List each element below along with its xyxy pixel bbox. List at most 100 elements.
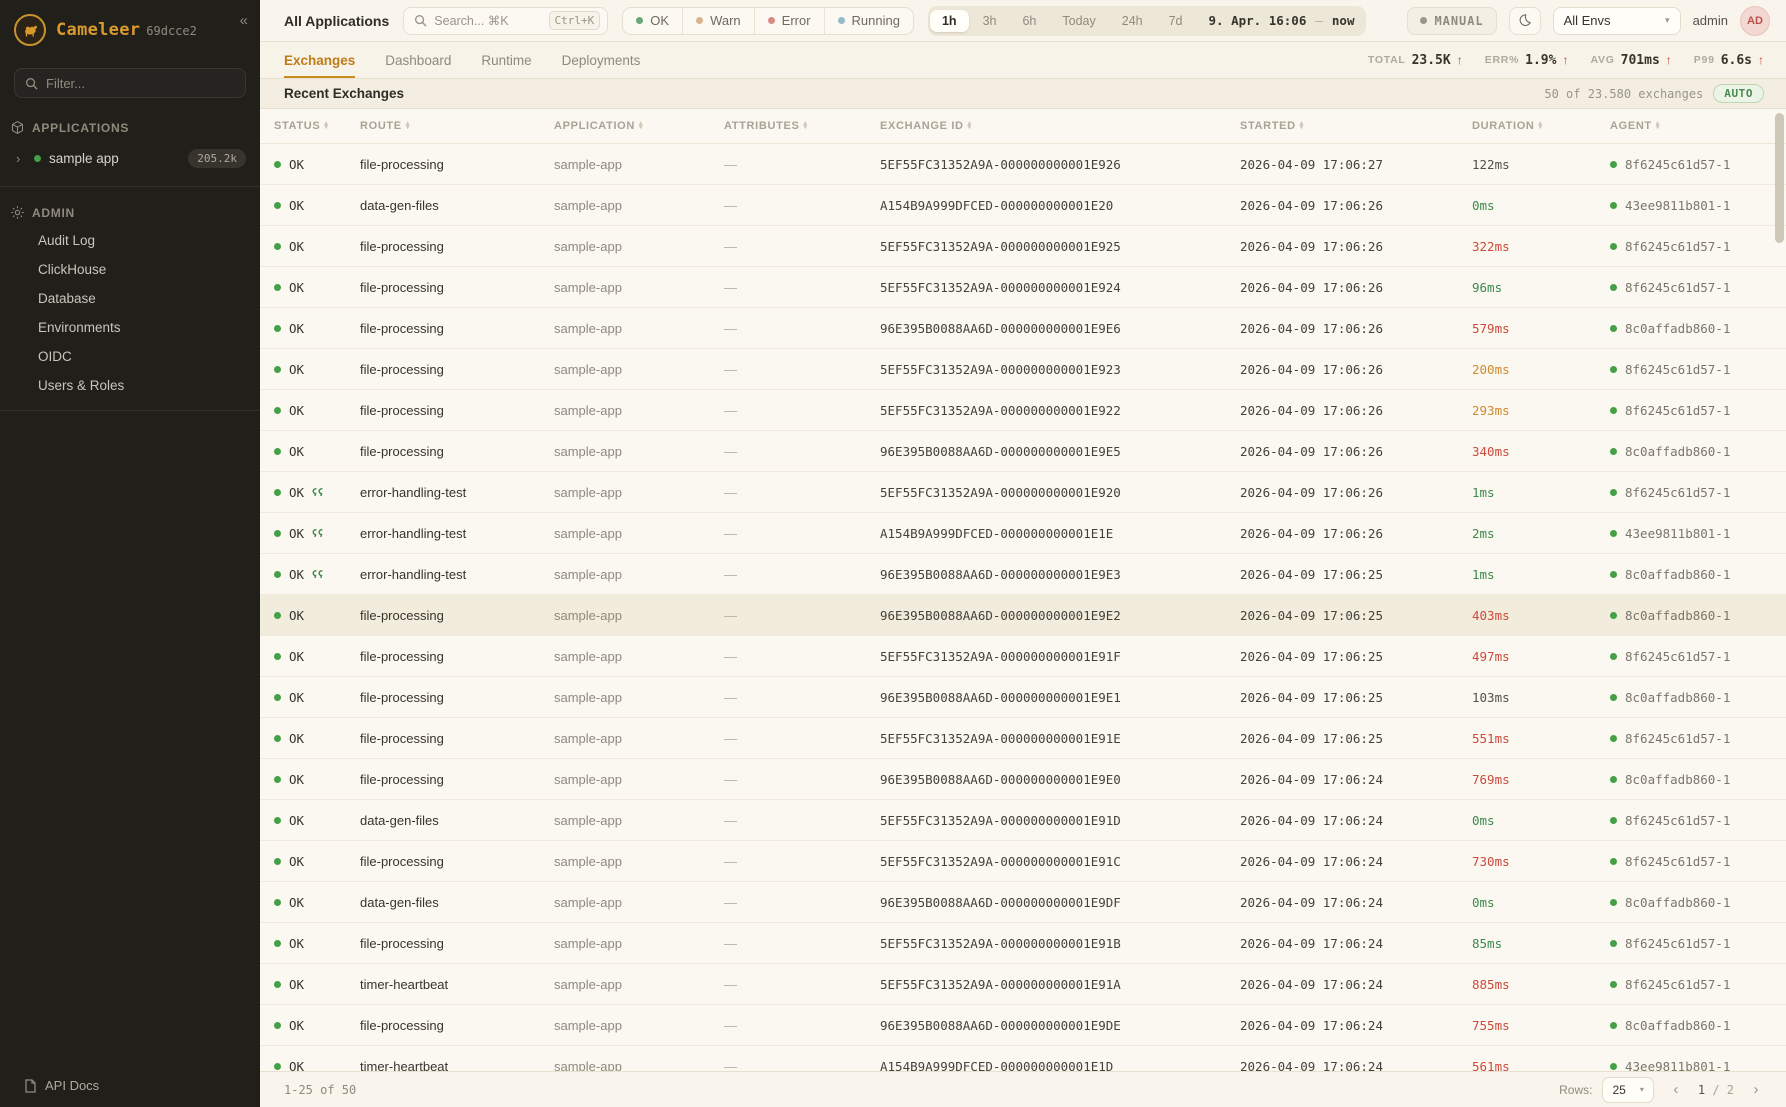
sidebar-item-sample-app[interactable]: › sample app 205.2k	[0, 141, 260, 176]
table-row[interactable]: OK file-processing sample-app — 5EF55FC31352…	[260, 390, 1786, 431]
agent-cell: 8c0affadb860-1	[1610, 567, 1762, 582]
tab-exchanges[interactable]: Exchanges	[284, 42, 356, 78]
table-row[interactable]: OK data-gen-files sample-app — A154B9A999DFC…	[260, 185, 1786, 226]
time-range-group: 1h 3h 6h Today 24h 7d 9. Apr. 16:06 — now	[927, 5, 1367, 36]
attributes-cell: —	[724, 976, 737, 992]
search-box[interactable]: Ctrl+K	[403, 6, 609, 35]
table-row[interactable]: OK timer-heartbeat sample-app — 5EF55FC31352…	[260, 964, 1786, 1005]
column-header-status[interactable]: STATUS ▴ ▾	[274, 120, 360, 132]
column-header-duration[interactable]: DURATION ▴ ▾	[1472, 120, 1610, 132]
attributes-cell: —	[724, 238, 737, 254]
theme-toggle-button[interactable]	[1508, 6, 1541, 35]
attributes-cell: —	[724, 730, 737, 746]
table-row[interactable]: OK timer-heartbeat sample-app — A154B9A999DF…	[260, 1046, 1786, 1071]
agent-status-dot-icon	[1610, 693, 1617, 701]
sidebar-section-label-admin: ADMIN	[0, 187, 260, 226]
started-cell: 2026-04-09 17:06:26	[1240, 279, 1383, 295]
time-range-24h[interactable]: 24h	[1121, 13, 1143, 28]
sidebar-nav: APPLICATIONS › sample app 205.2k ADMIN Audit …	[0, 102, 260, 411]
column-header-started[interactable]: STARTED ▴ ▾	[1240, 120, 1472, 132]
status-filter-ok[interactable]: OK	[623, 7, 684, 34]
column-header-route[interactable]: ROUTE ▴ ▾	[360, 120, 554, 132]
manual-mode-button[interactable]: MANUAL	[1407, 6, 1497, 35]
sort-icon: ▴ ▾	[1299, 120, 1304, 131]
status-cell: OK	[274, 731, 360, 746]
column-header-agent[interactable]: AGENT ▴ ▾	[1610, 120, 1762, 132]
agent-id: 8f6245c61d57-1	[1625, 238, 1731, 254]
api-docs-link[interactable]: API Docs	[0, 1064, 260, 1107]
next-page-button[interactable]: ›	[1753, 1081, 1759, 1098]
sidebar-filter-input[interactable]	[46, 75, 235, 91]
ok-status-dot-icon	[274, 447, 281, 455]
sidebar-item-oidc[interactable]: OIDC	[38, 349, 72, 364]
env-select[interactable]: All Envs ▾	[1552, 6, 1681, 35]
sidebar-item-database[interactable]: Database	[38, 291, 96, 306]
time-range-7d[interactable]: 7d	[1168, 13, 1183, 28]
ok-status-dot-icon	[274, 242, 281, 250]
time-range-custom[interactable]: 9. Apr. 16:06 — now	[1197, 13, 1365, 28]
attributes-cell: —	[724, 894, 737, 910]
attributes-cell: —	[724, 935, 737, 951]
document-icon	[24, 1078, 37, 1093]
sidebar-item-environments[interactable]: Environments	[38, 320, 121, 335]
table-row[interactable]: OK file-processing sample-app — 5EF55FC31352…	[260, 267, 1786, 308]
route-cell: error-handling-test	[360, 484, 467, 500]
column-header-exchange-id[interactable]: EXCHANGE ID ▴ ▾	[880, 120, 1240, 132]
table-row[interactable]: OK file-processing sample-app — 5EF55FC31352…	[260, 349, 1786, 390]
tab-dashboard[interactable]: Dashboard	[385, 52, 452, 68]
table-row[interactable]: OK error-handling-test sample-app — 96E395B0…	[260, 554, 1786, 595]
time-range-6h[interactable]: 6h	[1022, 13, 1037, 28]
table-row[interactable]: OK file-processing sample-app — 5EF55FC31352…	[260, 636, 1786, 677]
duration-cell: 340ms	[1472, 443, 1510, 459]
search-input[interactable]	[434, 13, 542, 28]
table-row[interactable]: OK error-handling-test sample-app — A154B9A9…	[260, 513, 1786, 554]
table-row[interactable]: OK data-gen-files sample-app — 5EF55FC31352A…	[260, 800, 1786, 841]
time-range-today[interactable]: Today	[1062, 13, 1096, 28]
status-text: OK	[289, 1017, 305, 1033]
sidebar-item-clickhouse[interactable]: ClickHouse	[38, 262, 107, 277]
route-cell: file-processing	[360, 361, 444, 377]
tab-deployments[interactable]: Deployments	[561, 52, 641, 68]
attributes-cell: —	[724, 197, 737, 213]
table-row[interactable]: OK file-processing sample-app — 96E395B0088A…	[260, 308, 1786, 349]
table-row[interactable]: OK file-processing sample-app — 5EF55FC31352…	[260, 923, 1786, 964]
tab-runtime[interactable]: Runtime	[481, 52, 532, 68]
status-text: OK	[289, 566, 305, 582]
status-filter-warn[interactable]: Warn	[683, 7, 755, 34]
prev-page-button[interactable]: ‹	[1673, 1081, 1679, 1098]
duration-cell: 96ms	[1472, 279, 1503, 295]
scrollbar-track[interactable]	[1775, 113, 1784, 1067]
table-row[interactable]: OK file-processing sample-app — 5EF55FC31352…	[260, 718, 1786, 759]
exchange-id-cell: 5EF55FC31352A9A-000000000001E924	[880, 279, 1121, 295]
time-range-3h[interactable]: 3h	[982, 13, 997, 28]
username-label: admin	[1692, 13, 1728, 28]
table-row[interactable]: OK data-gen-files sample-app — 96E395B0088AA…	[260, 882, 1786, 923]
time-range-1h[interactable]: 1h	[929, 9, 969, 32]
column-header-attributes[interactable]: ATTRIBUTES ▴ ▾	[724, 120, 880, 132]
table-row[interactable]: OK file-processing sample-app — 96E395B0088A…	[260, 759, 1786, 800]
table-row[interactable]: OK file-processing sample-app — 96E395B0088A…	[260, 677, 1786, 718]
avatar[interactable]: AD	[1740, 5, 1770, 36]
sidebar-filter-box[interactable]	[14, 68, 246, 98]
scrollbar-thumb[interactable]	[1775, 113, 1784, 243]
rows-per-page-select[interactable]: 25 ▾	[1602, 1076, 1654, 1103]
sidebar-item-audit-log[interactable]: Audit Log	[38, 233, 96, 248]
table-row[interactable]: OK file-processing sample-app — 96E395B0088A…	[260, 1005, 1786, 1046]
status-filter-running[interactable]: Running	[825, 8, 913, 34]
duration-cell: 497ms	[1472, 648, 1510, 664]
auto-refresh-badge[interactable]: AUTO	[1713, 84, 1764, 103]
table-row[interactable]: OK file-processing sample-app — 5EF55FC31352…	[260, 841, 1786, 882]
sidebar-item-users-roles[interactable]: Users & Roles	[38, 378, 125, 393]
status-filter-error[interactable]: Error	[755, 7, 825, 34]
column-header-application[interactable]: APPLICATION ▴ ▾	[554, 120, 724, 132]
table-body: OK file-processing sample-app — 5EF55FC31352…	[260, 144, 1786, 1071]
table-row[interactable]: OK file-processing sample-app — 96E395B0088A…	[260, 595, 1786, 636]
table-row[interactable]: OK file-processing sample-app — 96E395B0088A…	[260, 431, 1786, 472]
ok-status-dot-icon	[274, 488, 281, 496]
agent-id: 8f6245c61d57-1	[1625, 402, 1731, 418]
agent-status-dot-icon	[1610, 488, 1617, 496]
table-row[interactable]: OK error-handling-test sample-app — 5EF55FC3…	[260, 472, 1786, 513]
table-row[interactable]: OK file-processing sample-app — 5EF55FC31352…	[260, 144, 1786, 185]
table-row[interactable]: OK file-processing sample-app — 5EF55FC31352…	[260, 226, 1786, 267]
sidebar-collapse-icon[interactable]: «	[239, 12, 248, 29]
